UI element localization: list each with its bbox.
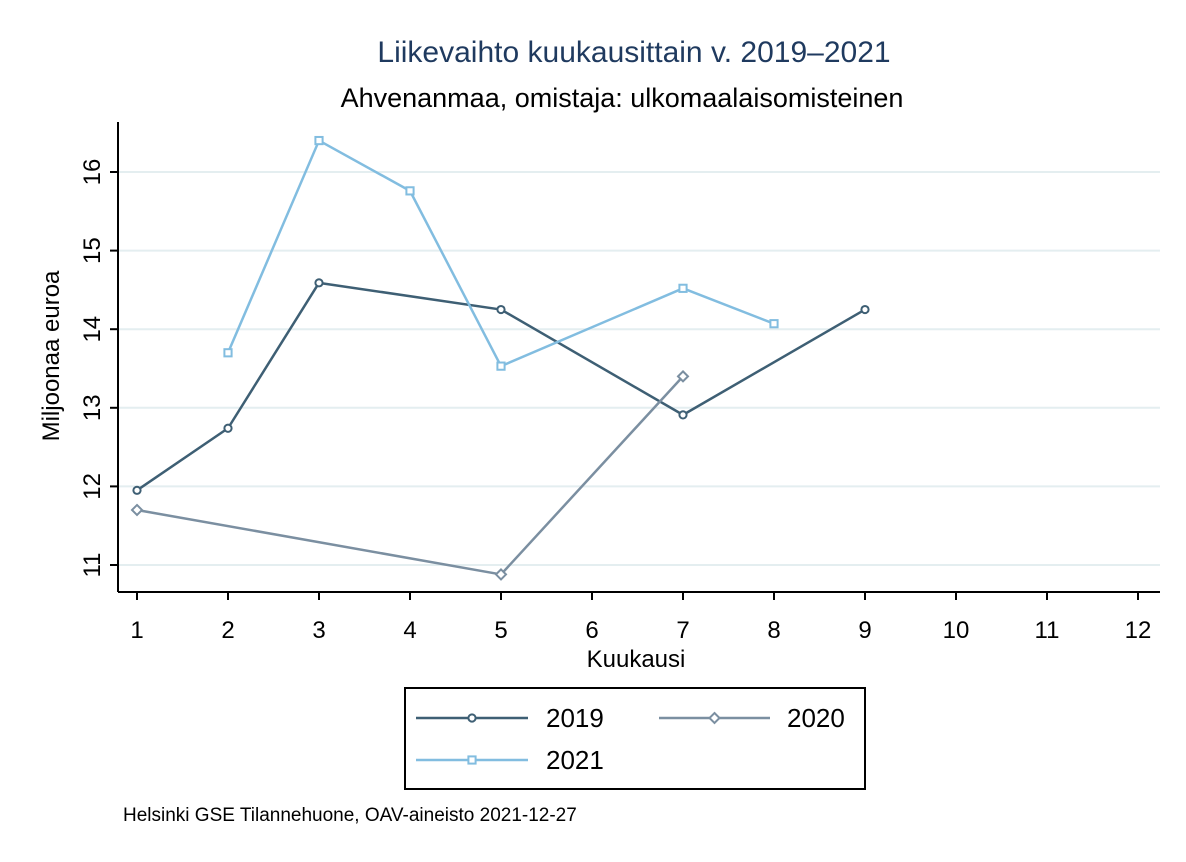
y-tick-label-12: 12	[79, 473, 106, 500]
x-tick-label-5: 5	[494, 617, 507, 644]
x-tick-label-12: 12	[1125, 617, 1152, 644]
point-2019-5	[496, 304, 506, 315]
series-line-2021	[226, 139, 775, 368]
point-2019-1	[132, 485, 142, 495]
x-tick-label-6: 6	[585, 617, 598, 644]
point-2021-2	[223, 348, 233, 358]
legend-marker-2019	[467, 713, 477, 723]
x-tick-label-2: 2	[221, 617, 234, 644]
legend-marker-2020	[708, 711, 721, 725]
legend-item-2019: 2019	[416, 703, 604, 733]
point-2019-2	[223, 423, 233, 433]
x-tick-label-7: 7	[676, 617, 689, 644]
x-tick-label-9: 9	[858, 617, 871, 644]
point-2021-7	[678, 283, 688, 293]
x-tick-label-1: 1	[130, 617, 143, 644]
x-axis-ticks: 1 2 3 4 5 6 7 8 9 10 11 12	[130, 592, 1151, 644]
source-note: Helsinki GSE Tilannehuone, OAV-aineisto …	[123, 805, 577, 826]
point-2020-7	[676, 369, 690, 383]
y-tick-label-16: 16	[79, 159, 106, 186]
series-line-2019	[136, 281, 866, 492]
point-2019-3	[314, 278, 324, 288]
legend-items: 2019 2020 2021	[416, 703, 845, 775]
y-axis-label: Miljoonaa euroa	[38, 270, 65, 441]
legend-marker-2021	[467, 755, 477, 765]
point-2021-3	[314, 135, 324, 146]
point-2021-8	[769, 319, 779, 329]
x-axis-label: Kuukausi	[587, 646, 686, 673]
y-tick-label-14: 14	[79, 316, 106, 343]
y-tick-label-11: 11	[79, 553, 106, 578]
series-group	[130, 135, 870, 581]
legend-item-2020: 2020	[659, 703, 845, 733]
chart-subtitle: Ahvenanmaa, omistaja: ulkomaalaisomistei…	[341, 83, 904, 113]
legend-item-2021: 2021	[416, 745, 604, 775]
point-2019-7	[678, 410, 688, 420]
gridlines	[118, 171, 1160, 566]
point-2020-1	[130, 503, 144, 517]
point-2021-5	[496, 361, 506, 371]
point-2020-5	[494, 568, 508, 581]
series-2020	[130, 369, 690, 581]
legend-label-2021: 2021	[546, 745, 604, 775]
legend-label-2020: 2020	[787, 703, 845, 733]
chart-title: Liikevaihto kuukausittain v. 2019–2021	[377, 36, 890, 69]
legend: 2019 2020 2021	[404, 687, 866, 790]
legend-label-2019: 2019	[546, 703, 604, 733]
series-2019	[132, 278, 870, 495]
x-tick-label-8: 8	[767, 617, 780, 644]
y-tick-label-15: 15	[79, 237, 106, 264]
x-tick-label-10: 10	[943, 617, 970, 644]
axes	[117, 122, 1160, 593]
x-tick-label-4: 4	[403, 617, 416, 644]
series-2021	[223, 135, 779, 371]
point-2021-4	[405, 186, 415, 196]
point-2019-9	[860, 304, 870, 315]
x-tick-label-3: 3	[312, 617, 325, 644]
legend-box	[404, 687, 866, 790]
x-tick-label-11: 11	[1035, 617, 1060, 644]
y-axis-ticks: 11 12 13 14 15 16	[79, 159, 118, 578]
y-tick-label-13: 13	[79, 394, 106, 421]
